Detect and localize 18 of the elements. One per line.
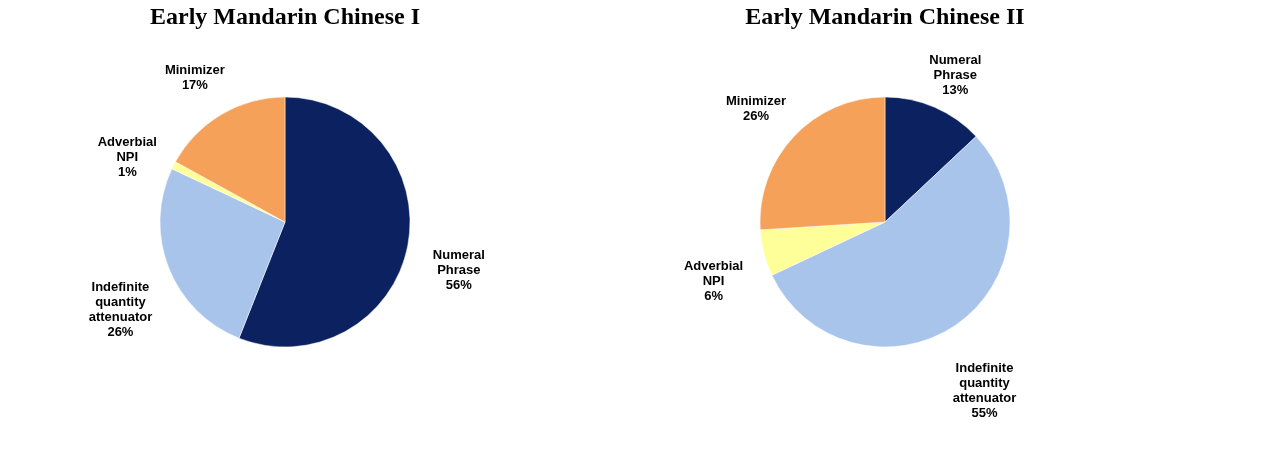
data-label: 26% — [742, 107, 770, 123]
slice-label: Minimizer — [164, 61, 225, 77]
slice-label: Adverbial NPI — [97, 133, 157, 164]
chart-title: Early Mandarin Chinese II — [745, 3, 1025, 29]
data-label: 17% — [181, 76, 209, 92]
slice-label: Minimizer — [725, 92, 786, 108]
data-label: 26% — [107, 324, 134, 340]
data-label: 1% — [117, 163, 138, 179]
data-label: 13% — [942, 81, 969, 97]
slice-label: Numeral Phrase — [929, 51, 982, 82]
chart-title: Early Mandarin Chinese I — [149, 3, 421, 29]
data-label: 6% — [704, 288, 724, 304]
slice-label: Numeral Phrase — [432, 247, 485, 278]
slice-label: Indefinite quantity attenuator — [952, 360, 1017, 406]
data-label: 55% — [971, 405, 998, 421]
slice-label: Indefinite quantity attenuator — [88, 279, 153, 325]
data-label: 56% — [445, 277, 473, 293]
slice-label: Adverbial NPI — [683, 258, 744, 289]
